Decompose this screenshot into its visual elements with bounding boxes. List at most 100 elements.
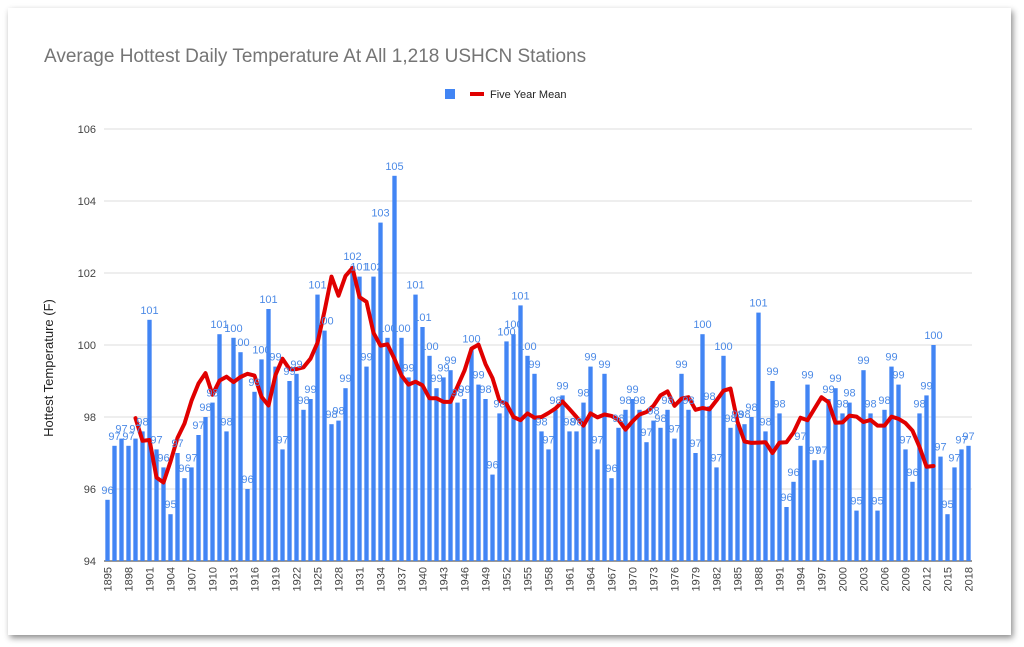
x-tick-label: 1955 (523, 567, 535, 591)
x-tick-label: 1907 (187, 567, 199, 591)
bar (392, 175, 397, 562)
bar (840, 413, 845, 561)
x-tick-label: 1910 (208, 567, 220, 591)
x-tick-label: 1961 (565, 567, 577, 591)
data-label: 98 (654, 413, 666, 425)
bar (770, 381, 775, 561)
data-label: 98 (661, 395, 673, 407)
data-label: 99 (675, 359, 687, 371)
bar (378, 222, 383, 561)
data-label: 99 (598, 359, 610, 371)
bar (812, 460, 817, 561)
x-tick-label: 2000 (838, 567, 850, 591)
bar (602, 373, 607, 561)
data-label: 98 (297, 395, 309, 407)
data-label: 101 (406, 280, 424, 292)
data-label: 98 (738, 409, 750, 421)
data-label: 99 (339, 373, 351, 385)
bar (413, 294, 418, 561)
data-label: 98 (577, 388, 589, 400)
bar (455, 402, 460, 561)
bar (882, 409, 887, 561)
chart-svg: Average Hottest Daily Temperature At All… (41, 46, 976, 591)
data-label: 97 (934, 442, 946, 454)
data-label: 99 (829, 373, 841, 385)
data-label: 96 (486, 460, 498, 472)
data-label: 99 (892, 370, 904, 382)
bar (126, 445, 131, 561)
bar (301, 409, 306, 561)
bar (154, 449, 159, 561)
data-label: 99 (248, 377, 260, 389)
x-tick-label: 1994 (796, 567, 808, 591)
x-tick-label: 1940 (418, 567, 430, 591)
bar (609, 478, 614, 561)
bar (224, 431, 229, 561)
data-label: 97 (689, 438, 701, 450)
bar (903, 449, 908, 561)
x-tick-label: 1958 (544, 567, 556, 591)
data-label: 102 (343, 251, 361, 263)
bar (742, 424, 747, 561)
bar (371, 276, 376, 561)
bar (917, 413, 922, 561)
data-label: 101 (210, 319, 228, 331)
bar (560, 395, 565, 561)
bar (784, 507, 789, 561)
data-label: 101 (259, 294, 277, 306)
data-label: 101 (350, 262, 368, 274)
data-label: 100 (231, 337, 249, 349)
data-label: 100 (392, 323, 410, 335)
bar (672, 438, 677, 561)
y-tick-label: 100 (78, 340, 96, 352)
x-tick-label: 1979 (691, 567, 703, 591)
data-label: 97 (171, 438, 183, 450)
bar (728, 427, 733, 561)
bar (833, 388, 838, 561)
bar (847, 402, 852, 561)
data-label: 99 (269, 352, 281, 364)
data-label: 99 (458, 384, 470, 396)
bar (273, 366, 278, 561)
bar (329, 424, 334, 561)
data-label: 96 (241, 474, 253, 486)
data-label: 97 (115, 424, 127, 436)
data-label: 98 (647, 406, 659, 418)
bar (469, 348, 474, 561)
data-label: 99 (430, 373, 442, 385)
bar (182, 478, 187, 561)
bar (791, 481, 796, 561)
y-tick-label: 94 (84, 556, 96, 568)
bar (763, 431, 768, 561)
bar (875, 510, 880, 561)
data-label: 96 (605, 463, 617, 475)
data-label: 99 (556, 380, 568, 392)
bar (119, 438, 124, 561)
bar (133, 438, 138, 561)
data-label: 98 (136, 416, 148, 428)
data-label: 100 (518, 341, 536, 353)
data-label: 99 (472, 370, 484, 382)
data-label: 96 (101, 485, 113, 497)
data-label: 98 (619, 395, 631, 407)
data-label: 98 (199, 402, 211, 414)
bar (462, 399, 467, 561)
bar (294, 373, 299, 561)
x-tick-label: 1970 (628, 567, 640, 591)
data-label: 97 (955, 434, 967, 446)
data-labels: 9697979797981019796959796979798981019810… (101, 161, 974, 511)
data-label: 99 (857, 355, 869, 367)
x-tick-label: 2018 (964, 567, 976, 591)
data-label: 98 (612, 413, 624, 425)
bar (714, 467, 719, 561)
data-label: 98 (703, 391, 715, 403)
data-label: 98 (843, 388, 855, 400)
bar (420, 327, 425, 561)
x-tick-label: 1931 (355, 567, 367, 591)
data-label: 99 (584, 352, 596, 364)
data-label: 99 (528, 359, 540, 371)
data-label: 95 (850, 496, 862, 508)
bar (700, 334, 705, 561)
data-label: 100 (315, 316, 333, 328)
x-tick-label: 1937 (397, 567, 409, 591)
